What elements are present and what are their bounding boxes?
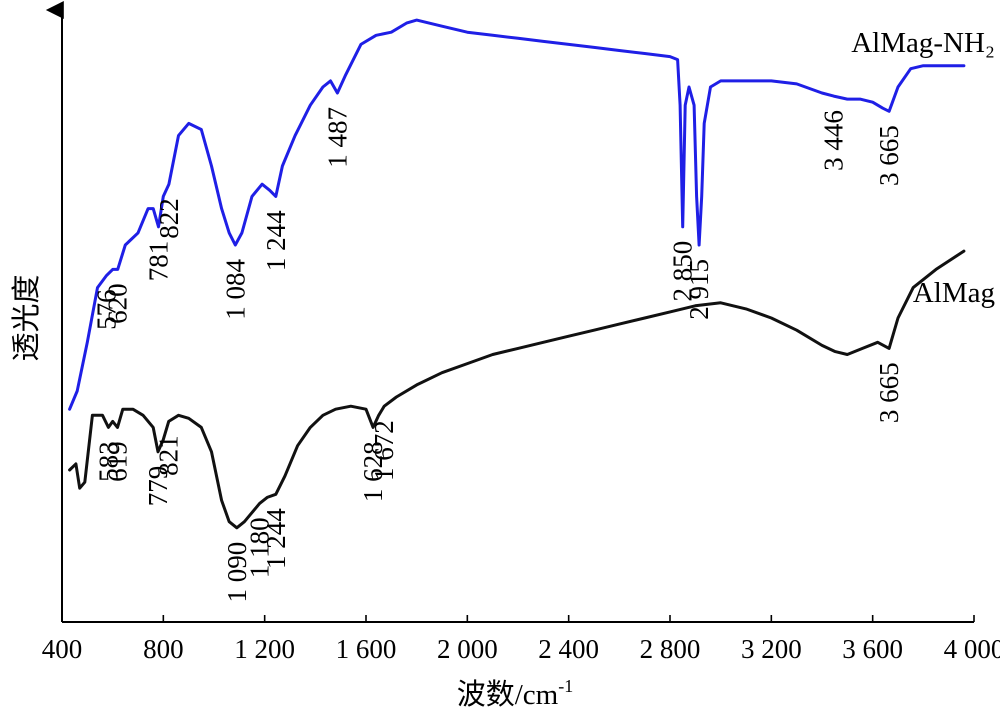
- peak-label: 781: [144, 241, 174, 281]
- x-ticks: 400 800 1 200 1 600 2 000 2 400 2 800 3 200 3 60…: [42, 615, 1000, 664]
- spectrum-almag: [68, 249, 966, 530]
- peak-label: 1 084: [220, 259, 250, 320]
- peak-label: 620: [103, 283, 133, 324]
- peak-label: 2 850: [668, 241, 698, 302]
- peak-label: 619: [103, 441, 133, 482]
- peak-label: 583: [93, 441, 123, 482]
- peak-label: 1 244: [261, 210, 291, 271]
- series-label-almag: AlMag: [913, 277, 995, 309]
- peak-label: 3 665: [874, 362, 904, 423]
- peak-label: 779: [143, 466, 173, 507]
- x-tick-label: 3 200: [741, 634, 802, 664]
- x-axis-title: 波数/cm-1: [457, 676, 574, 711]
- peak-label: 3 446: [819, 110, 849, 171]
- x-tick-label: 1 200: [234, 634, 295, 664]
- y-axis-title: 透光度: [10, 274, 43, 361]
- peak-label: 821: [154, 435, 184, 476]
- peak-label: 822: [154, 198, 184, 239]
- peak-label: 1 180: [245, 517, 275, 578]
- x-tick-label: 4 000: [944, 634, 1000, 664]
- peak-label: 1 244: [261, 508, 291, 569]
- x-tick-label: 1 600: [336, 634, 397, 664]
- peak-label: 1 090: [222, 542, 252, 603]
- x-tick-label: 3 600: [842, 634, 903, 664]
- x-tick-label: 400: [42, 634, 83, 664]
- x-axis-title-superscript: -1: [558, 676, 573, 696]
- peak-label: 2 915: [684, 259, 714, 320]
- x-tick-label: 2 800: [640, 634, 701, 664]
- peak-label: 3 665: [874, 125, 904, 186]
- x-tick-label: 2 000: [437, 634, 498, 664]
- peak-label: 1 487: [322, 107, 352, 168]
- x-tick-label: 2 400: [538, 634, 599, 664]
- x-tick-label: 800: [143, 634, 184, 664]
- peak-label: 1 628: [358, 441, 388, 502]
- peak-label: 576: [92, 289, 122, 330]
- peak-label: 1 672: [369, 420, 399, 481]
- spectrum-almag-nh2: [68, 18, 966, 411]
- series-label-almag-nh2: AlMag-NH₂: [851, 27, 995, 59]
- spectra: [68, 18, 966, 530]
